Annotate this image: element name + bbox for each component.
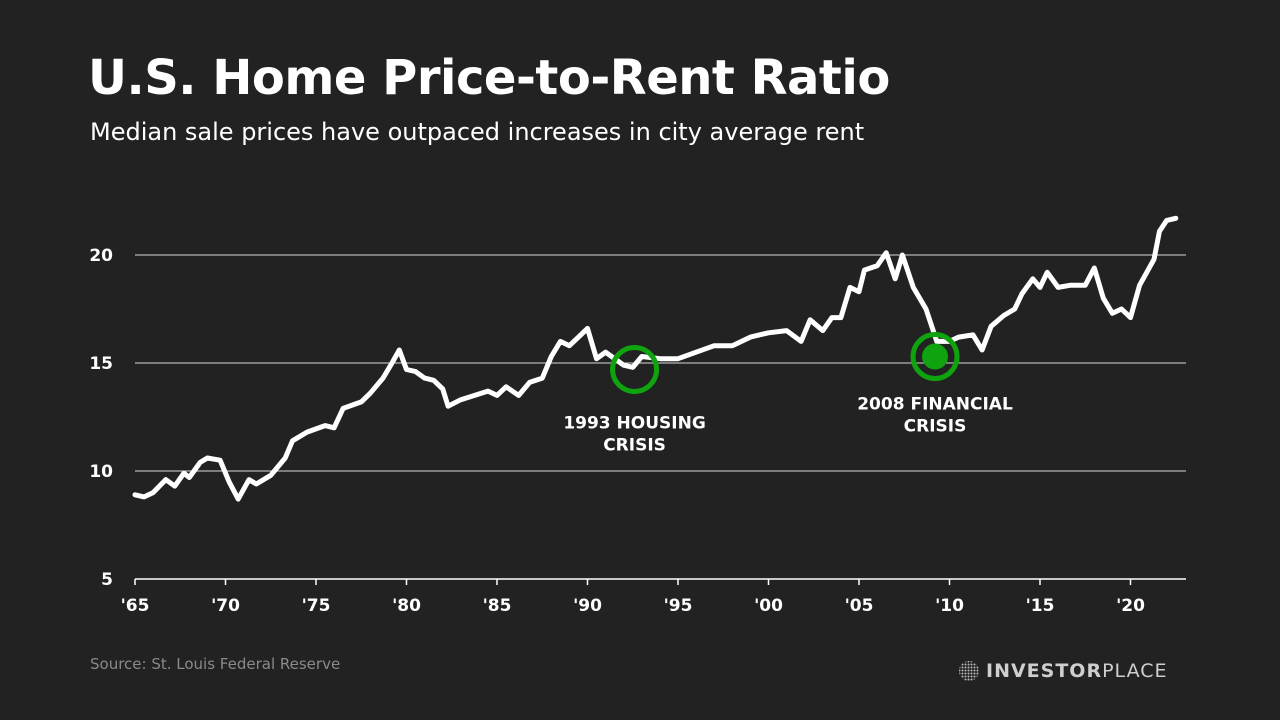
annotation-label: CRISIS xyxy=(603,435,666,455)
logo-text-bold: INVESTOR xyxy=(986,660,1103,682)
y-tick-label: 5 xyxy=(101,570,113,590)
x-tick-label: '70 xyxy=(211,596,240,616)
source-note: Source: St. Louis Federal Reserve xyxy=(90,655,341,673)
x-tick-label: '85 xyxy=(483,596,512,616)
y-tick-label: 10 xyxy=(89,462,113,482)
investorplace-logo: INVESTORPLACE xyxy=(958,660,1168,682)
x-tick-label: '10 xyxy=(935,596,964,616)
annotation-dot xyxy=(922,343,949,370)
x-tick-label: '90 xyxy=(573,596,602,616)
y-tick-label: 20 xyxy=(89,246,113,266)
globe-icon xyxy=(959,661,979,681)
annotation-ring xyxy=(910,332,960,382)
x-tick-label: '65 xyxy=(121,596,150,616)
x-tick-label: '15 xyxy=(1026,596,1055,616)
annotation-label: 2008 FINANCIAL xyxy=(857,395,1013,415)
x-tick-label: '75 xyxy=(302,596,331,616)
x-tick-label: '20 xyxy=(1116,596,1145,616)
logo-text-light: PLACE xyxy=(1102,660,1168,682)
x-tick-label: '00 xyxy=(754,596,783,616)
annotation-ring xyxy=(610,344,660,394)
chart-subtitle: Median sale prices have outpaced increas… xyxy=(90,118,865,146)
x-tick-label: '95 xyxy=(664,596,693,616)
x-tick-label: '80 xyxy=(392,596,421,616)
x-tick-label: '05 xyxy=(845,596,874,616)
chart-title: U.S. Home Price-to-Rent Ratio xyxy=(88,50,890,106)
annotation-label: 1993 HOUSING xyxy=(563,413,705,433)
y-tick-label: 15 xyxy=(89,354,113,374)
annotation-label: CRISIS xyxy=(904,417,967,437)
series-line xyxy=(132,215,1179,502)
